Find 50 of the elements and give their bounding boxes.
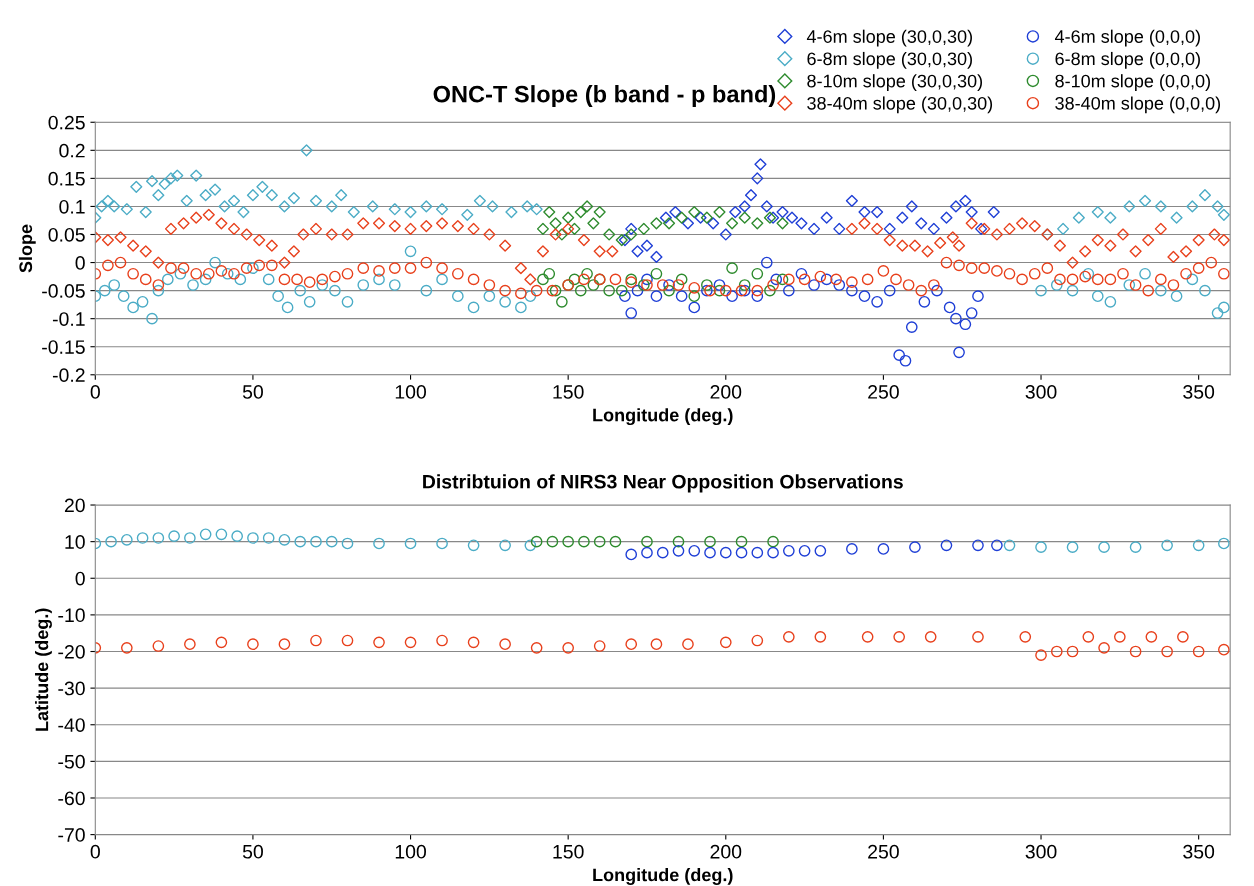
- y-tick-label: -10: [58, 608, 85, 623]
- x-tick-label: 50: [242, 844, 263, 859]
- legend-label: 4-6m slope (30,0,30): [806, 29, 972, 47]
- x-tick-label: 300: [1025, 844, 1057, 859]
- x-axis-title: Longitude (deg.): [593, 868, 733, 885]
- x-tick-label: 350: [1183, 844, 1215, 859]
- y-tick-label: 0.05: [48, 227, 85, 242]
- y-tick-label: -0.05: [42, 284, 85, 298]
- y-tick-label: 0.15: [48, 171, 85, 186]
- y-tick-label: -0.2: [52, 368, 85, 383]
- x-tick-label: 200: [710, 385, 742, 399]
- chart-title: ONC-T Slope (b band - p band): [433, 85, 776, 108]
- y-tick-label: 20: [64, 498, 85, 513]
- legend-label: 8-10m slope (30,0,30): [807, 74, 983, 91]
- y-tick-label: 0: [75, 571, 85, 586]
- y-tick-label: -50: [58, 754, 85, 769]
- y-axis-title: Latitude (deg.): [35, 608, 52, 731]
- x-tick-label: 0: [90, 385, 100, 399]
- y-tick-label: 0.1: [59, 199, 85, 214]
- y-tick-label: 0.25: [48, 115, 85, 130]
- legend-label: 8-10m slope (0,0,0): [1055, 74, 1210, 91]
- y-tick-label: 0: [75, 256, 85, 270]
- y-tick-label: -20: [58, 644, 85, 659]
- x-tick-label: 150: [553, 844, 584, 859]
- y-tick-label: -70: [58, 828, 85, 842]
- y-tick-label: -0.15: [42, 340, 85, 354]
- x-tick-label: 350: [1183, 385, 1215, 399]
- x-tick-label: 0: [90, 844, 100, 859]
- x-tick-label: 300: [1025, 385, 1057, 399]
- x-tick-label: 200: [710, 844, 742, 859]
- x-tick-label: 100: [395, 385, 427, 399]
- y-tick-label: -40: [58, 718, 85, 732]
- y-axis-title: Slope: [18, 224, 36, 273]
- y-tick-label: 0.2: [59, 143, 85, 158]
- legend-label: 38-40m slope (0,0,0): [1055, 96, 1221, 114]
- chart-title: Distribtuion of NIRS3 Near Opposition Observations: [423, 474, 903, 493]
- y-tick-label: 10: [65, 535, 85, 549]
- y-tick-label: -60: [58, 791, 85, 806]
- x-tick-label: 50: [242, 385, 263, 399]
- legend-label: 4-6m slope (0,0,0): [1054, 29, 1200, 47]
- y-tick-label: -30: [58, 681, 85, 696]
- y-tick-label: -0.1: [52, 312, 85, 326]
- legend-label: 38-40m slope (30,0,30): [807, 96, 993, 114]
- x-tick-label: 100: [395, 844, 427, 859]
- legend-label: 6-8m slope (30,0,30): [807, 51, 972, 69]
- x-tick-label: 250: [868, 844, 899, 859]
- x-tick-label: 150: [553, 385, 584, 399]
- x-axis-title: Longitude (deg.): [593, 408, 733, 426]
- x-tick-label: 250: [868, 385, 899, 399]
- legend-label: 6-8m slope (0,0,0): [1055, 51, 1200, 69]
